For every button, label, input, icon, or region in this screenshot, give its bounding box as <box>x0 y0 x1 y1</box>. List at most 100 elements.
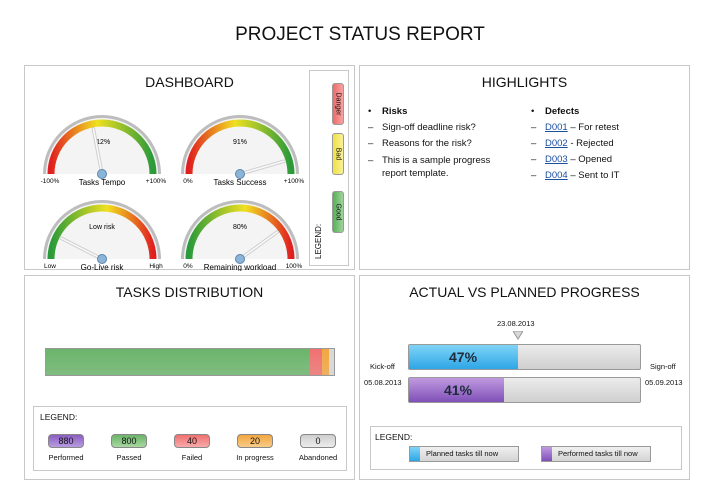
performed-legend-swatch <box>542 447 552 461</box>
gauge-value: -12% <box>94 139 110 146</box>
legend-swatch-abandoned: 0 <box>300 434 336 448</box>
legend-label: LEGEND: <box>314 223 323 259</box>
gauge-needle-highlight <box>239 160 285 175</box>
legend-swatch-in-progress: 20 <box>237 434 273 448</box>
risks-heading: Risks <box>382 106 408 117</box>
risk-item: Sign-off deadline risk? <box>382 122 476 133</box>
gauge-max-label: High <box>149 263 163 270</box>
defect-link-d002[interactable]: D002 <box>545 138 568 149</box>
gauge-arc <box>185 119 295 175</box>
date-marker-icon <box>513 331 523 340</box>
signoff-label: Sign-off <box>650 362 676 371</box>
distribution-segment-abandoned <box>328 349 334 375</box>
gauge-label: Remaining workload <box>204 263 276 271</box>
risk-item: Reasons for the risk? <box>382 138 472 149</box>
gauge-label: Tasks Success <box>214 178 267 186</box>
go-live-risk-gauge: Low risk Low High Go-Live risk <box>43 200 163 271</box>
dashboard-panel: DASHBOARD -12% -100% +100% Tasks Tempo 91% 0… <box>24 65 355 271</box>
tasks-success-gauge: 91% 0% +100% Tasks Success <box>181 115 305 186</box>
legend-swatch-failed: 40 <box>174 434 210 448</box>
gauge-hub <box>235 169 245 179</box>
planned-progress-fill <box>409 345 518 369</box>
risks-list: • Risks – Sign-off deadline risk? – Reasons… <box>368 106 491 179</box>
legend-label-passed: Passed <box>116 453 142 462</box>
gauge-arc <box>47 204 157 260</box>
kickoff-date: 05.08.2013 <box>364 378 402 387</box>
performed-legend-item: Performed tasks till now <box>541 446 651 462</box>
defect-link-d001[interactable]: D001 <box>545 122 568 133</box>
legend-label-abandoned: Abandoned <box>298 453 338 462</box>
tasks-tempo-gauge: -12% -100% +100% Tasks Tempo <box>41 115 167 186</box>
gauge-label: Tasks Tempo <box>79 178 126 186</box>
defects-heading: Defects <box>545 106 580 117</box>
distribution-segment-passed <box>46 349 310 375</box>
risk-item: report template. <box>382 168 449 179</box>
distribution-segment-failed <box>309 349 323 375</box>
progress-panel: ACTUAL VS PLANNED PROGRESS 23.08.2013 Ki… <box>359 275 690 480</box>
highlights-panel: HIGHLIGHTS • Risks – Sign-off deadline ris… <box>359 65 690 270</box>
gauge-max-label: 100% <box>286 263 303 270</box>
defect-status: – Sent to IT <box>567 170 620 181</box>
legend-swatch-performed: 880 <box>48 434 84 448</box>
gauge-min-label: 0% <box>183 178 193 185</box>
progress-title: ACTUAL VS PLANNED PROGRESS <box>409 284 640 300</box>
defect-status: – For retest <box>567 122 619 133</box>
remaining-workload-gauge: 80% 0% 100% Remaining workload <box>181 200 303 271</box>
distribution-bar <box>45 348 335 376</box>
progress-legend: LEGEND: Planned tasks till now Performed… <box>370 426 682 470</box>
legend-bad: Bad <box>332 133 344 175</box>
gauge-needle-highlight <box>60 237 103 260</box>
dashboard-title: DASHBOARD <box>145 74 234 90</box>
defect-status: - Rejected <box>567 138 614 149</box>
gauge-value: 91% <box>233 139 247 146</box>
planned-progress-bar: 47% <box>408 344 641 370</box>
gauge-arc <box>47 119 157 175</box>
gauge-hub <box>235 254 245 264</box>
gauge-max-label: +100% <box>146 178 167 185</box>
progress-legend-label: LEGEND: <box>375 432 413 442</box>
planned-legend-swatch <box>410 447 420 461</box>
performed-percent: 41% <box>444 382 473 398</box>
performed-progress-fill <box>409 378 504 402</box>
tasks-distribution-panel: TASKS DISTRIBUTION LEGEND: 880 Performed 8… <box>24 275 355 480</box>
gauge-max-label: +100% <box>284 178 305 185</box>
legend-label-performed: Performed <box>48 453 84 462</box>
date-marker-label: 23.08.2013 <box>497 319 535 328</box>
kickoff-label: Kick-off <box>370 362 395 371</box>
performed-legend-text: Performed tasks till now <box>558 449 638 458</box>
defect-link-d004[interactable]: D004 <box>545 170 568 181</box>
tasks-distribution-title: TASKS DISTRIBUTION <box>115 284 264 300</box>
dashboard-legend: Danger Bad Good LEGEND: <box>309 70 349 266</box>
performed-progress-bar: 41% <box>408 377 641 403</box>
risk-item: This is a sample progress <box>382 155 491 166</box>
highlights-title: HIGHLIGHTS <box>481 74 568 90</box>
defect-status: – Opened <box>567 154 613 165</box>
distribution-legend-label: LEGEND: <box>40 412 78 422</box>
report-title: PROJECT STATUS REPORT <box>235 24 485 45</box>
legend-good: Good <box>332 191 344 233</box>
distribution-legend: LEGEND: 880 Performed 800 Passed 40 Failed 20 I… <box>33 406 347 471</box>
gauge-arc <box>185 204 295 260</box>
signoff-date: 05.09.2013 <box>645 378 683 387</box>
gauge-value: Low risk <box>89 224 115 231</box>
gauge-label: Go-Live risk <box>81 263 125 271</box>
legend-label-in-progress: In progress <box>236 453 274 462</box>
gauge-min-label: 0% <box>183 263 193 270</box>
legend-danger: Danger <box>332 83 344 125</box>
legend-label-failed: Failed <box>181 453 203 462</box>
defects-list: • Defects – D001 – For retest – D002 - Reje… <box>531 106 620 181</box>
bullet-icon: • <box>531 106 535 117</box>
distribution-segment-in-progress <box>322 349 329 375</box>
planned-percent: 47% <box>449 349 478 365</box>
planned-legend-text: Planned tasks till now <box>426 449 499 458</box>
gauge-needle-highlight <box>239 231 278 260</box>
legend-swatch-passed: 800 <box>111 434 147 448</box>
planned-legend-item: Planned tasks till now <box>409 446 519 462</box>
gauge-hub <box>97 169 107 179</box>
bullet-icon: • <box>368 106 372 117</box>
gauge-value: 80% <box>233 224 247 231</box>
gauge-min-label: Low <box>44 263 56 270</box>
defect-link-d003[interactable]: D003 <box>545 154 568 165</box>
gauge-min-label: -100% <box>41 178 60 185</box>
gauge-needle-highlight <box>92 128 103 175</box>
